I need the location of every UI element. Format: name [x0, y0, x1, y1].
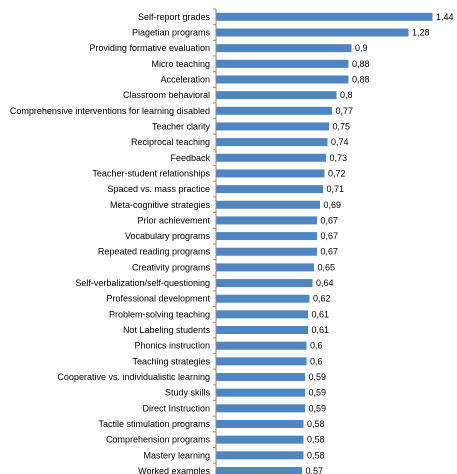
value-label: 0,58 [307, 435, 325, 445]
bar [216, 28, 409, 37]
category-label: Comprehensive interventions for learning… [10, 106, 210, 116]
value-label: 0,57 [306, 466, 324, 474]
bar [216, 419, 304, 428]
bar [216, 294, 310, 303]
value-label: 0,77 [336, 106, 354, 116]
category-label: Feedback [170, 153, 210, 163]
category-label: Phonics instruction [134, 341, 210, 351]
category-label: Teaching strategies [132, 356, 210, 366]
category-label: Micro teaching [151, 59, 210, 69]
bar [216, 247, 317, 256]
value-label: 0,6 [310, 341, 323, 351]
category-label: Self-report grades [138, 12, 211, 22]
bar [216, 373, 305, 382]
bar [216, 138, 328, 147]
value-label: 0,73 [330, 153, 348, 163]
bar [216, 326, 308, 335]
category-label: Acceleration [160, 74, 210, 84]
category-label: Worked examples [138, 466, 210, 474]
value-label: 0,67 [321, 215, 339, 225]
bar [216, 232, 317, 241]
value-label: 1,28 [412, 27, 430, 37]
bar [216, 12, 433, 21]
value-label: 0,62 [313, 294, 331, 304]
value-label: 0,75 [333, 121, 351, 131]
value-label: 0,71 [327, 184, 345, 194]
bar [216, 153, 326, 162]
value-label: 0,72 [328, 168, 346, 178]
category-axis [213, 8, 217, 474]
category-label: Providing formative evaluation [89, 43, 210, 53]
bar [216, 279, 313, 288]
category-label: Self-verbalization/self-questioning [75, 278, 210, 288]
value-labels: 1,44 1,28 0,9 0,88 0,88 0,8 0,77 0,75 0,74 0,73 0,… [306, 12, 454, 474]
bar [216, 310, 308, 319]
category-label: Cooperative vs. individualistic learning [57, 372, 210, 382]
value-label: 0,74 [331, 137, 349, 147]
category-label: Teacher clarity [152, 121, 211, 131]
value-label: 0,69 [324, 200, 342, 210]
value-label: 0,67 [321, 247, 339, 257]
bar [216, 91, 337, 100]
value-label: 0,88 [352, 59, 370, 69]
value-label: 0,64 [316, 278, 334, 288]
bar [216, 106, 332, 115]
bar [216, 451, 304, 460]
value-label: 0,59 [309, 403, 327, 413]
bar [216, 216, 317, 225]
category-label: Classroom behavioral [123, 90, 210, 100]
bar [216, 435, 304, 444]
category-label: Professional development [106, 294, 210, 304]
category-label: Prior achievement [137, 215, 210, 225]
category-label: Tactile stimulation programs [98, 419, 210, 429]
value-label: 0,61 [312, 309, 330, 319]
bar [216, 122, 329, 131]
bar [216, 169, 325, 178]
category-label: Piagetian programs [132, 27, 211, 37]
bar [216, 44, 352, 53]
value-label: 0,88 [352, 74, 370, 84]
bars [216, 12, 433, 474]
category-label: Creativity programs [132, 262, 211, 272]
bar [216, 200, 320, 209]
bar [216, 185, 323, 194]
value-label: 0,8 [340, 90, 353, 100]
bar [216, 75, 349, 84]
category-label: Comprehension programs [106, 435, 211, 445]
value-label: 0,59 [309, 372, 327, 382]
bar [216, 357, 307, 366]
category-label: Direct Instruction [142, 403, 210, 413]
value-label: 0,58 [307, 450, 325, 460]
value-label: 0,9 [355, 43, 368, 53]
value-label: 0,67 [321, 231, 339, 241]
value-label: 0,65 [318, 262, 336, 272]
category-label: Not Labeling students [123, 325, 211, 335]
category-label: Vocabulary programs [125, 231, 211, 241]
bar [216, 466, 302, 474]
value-label: 0,59 [309, 388, 327, 398]
category-labels: Self-report grades Piagetian programs Prov… [10, 12, 211, 474]
category-label: Reciprocal teaching [131, 137, 210, 147]
bar [216, 341, 307, 350]
value-label: 0,6 [310, 356, 323, 366]
bar [216, 404, 305, 413]
category-label: Repeated reading programs [98, 247, 211, 257]
bar [216, 388, 305, 397]
category-label: Teacher-student relationships [92, 168, 210, 178]
bar [216, 263, 314, 272]
value-label: 1,44 [436, 12, 454, 22]
value-label: 0,58 [307, 419, 325, 429]
category-label: Mastery learning [143, 450, 210, 460]
category-label: Problem-solving teaching [109, 309, 210, 319]
category-label: Meta-cognitive strategies [110, 200, 211, 210]
value-label: 0,61 [312, 325, 330, 335]
bar [216, 59, 349, 68]
category-label: Spaced vs. mass practice [107, 184, 210, 194]
category-label: Study skills [165, 388, 211, 398]
